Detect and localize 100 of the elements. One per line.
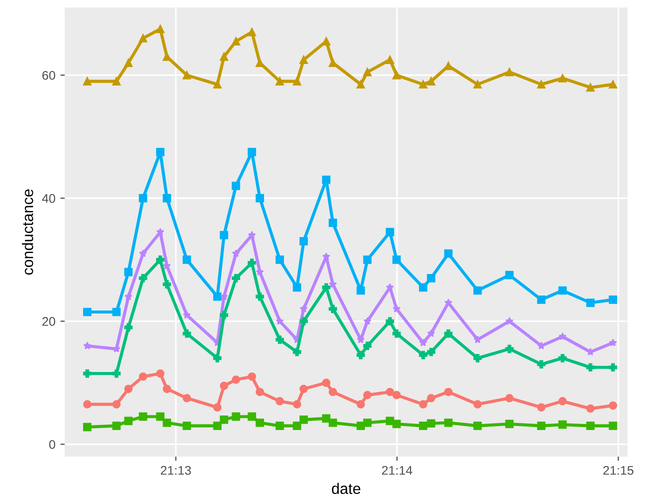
point xyxy=(112,77,121,86)
point xyxy=(328,280,337,288)
point xyxy=(363,68,372,76)
point xyxy=(322,378,330,387)
point xyxy=(112,422,121,430)
y-tick-label: 60 xyxy=(42,70,56,80)
point xyxy=(608,401,618,410)
point xyxy=(112,400,121,408)
point xyxy=(213,292,222,301)
point xyxy=(256,418,264,427)
point xyxy=(558,354,567,362)
point xyxy=(220,382,228,390)
point xyxy=(505,317,514,325)
point xyxy=(558,397,567,406)
point xyxy=(473,354,482,362)
point xyxy=(322,283,330,292)
point xyxy=(328,304,338,314)
point xyxy=(83,77,92,86)
point xyxy=(112,308,121,316)
point xyxy=(363,390,372,400)
point xyxy=(363,317,372,325)
point xyxy=(162,194,172,202)
point xyxy=(182,394,192,402)
point xyxy=(608,80,618,89)
point xyxy=(232,182,240,190)
point xyxy=(112,369,121,378)
point xyxy=(356,422,365,430)
point xyxy=(292,283,302,292)
point xyxy=(124,268,133,276)
point xyxy=(505,344,514,354)
point xyxy=(232,274,240,282)
point xyxy=(386,228,394,236)
point xyxy=(363,256,372,264)
point xyxy=(444,249,453,258)
point xyxy=(292,348,302,356)
point xyxy=(418,80,428,89)
point xyxy=(213,403,222,412)
point xyxy=(328,218,338,227)
point xyxy=(473,286,482,295)
point xyxy=(220,52,228,61)
point xyxy=(392,256,401,264)
point xyxy=(426,419,436,428)
point xyxy=(537,403,546,412)
point xyxy=(537,80,546,89)
point xyxy=(138,34,148,42)
point xyxy=(248,28,256,36)
point xyxy=(427,329,436,338)
point xyxy=(363,418,372,427)
point xyxy=(299,384,308,394)
point xyxy=(444,329,453,338)
point xyxy=(392,304,401,312)
point xyxy=(356,400,365,408)
point xyxy=(162,262,171,270)
point xyxy=(586,422,595,430)
point xyxy=(299,317,308,326)
point xyxy=(586,363,595,372)
point xyxy=(248,148,256,156)
y-tick-label: 20 xyxy=(42,317,56,326)
point xyxy=(537,360,546,368)
point xyxy=(474,336,482,344)
point xyxy=(386,283,394,291)
point xyxy=(418,422,428,430)
point xyxy=(558,74,567,82)
point xyxy=(322,252,330,260)
point xyxy=(256,292,264,301)
y-tick-label: 40 xyxy=(42,194,56,203)
point xyxy=(608,296,618,304)
point xyxy=(586,348,594,356)
point xyxy=(182,422,192,430)
point xyxy=(156,412,164,421)
point xyxy=(256,268,264,276)
point xyxy=(299,416,308,424)
point xyxy=(248,230,256,239)
point xyxy=(558,286,567,295)
point xyxy=(83,369,92,378)
x-tick-label: 21:15 xyxy=(603,466,634,475)
point xyxy=(220,230,228,240)
x-tick-label: 21:14 xyxy=(382,466,412,475)
point xyxy=(608,338,617,346)
point xyxy=(124,292,132,300)
point xyxy=(124,323,133,332)
point xyxy=(232,37,240,46)
point xyxy=(292,422,302,430)
point xyxy=(392,390,401,400)
point xyxy=(608,422,618,430)
point xyxy=(292,400,302,408)
point xyxy=(608,363,618,372)
point xyxy=(392,420,401,428)
y-axis-title: conductance xyxy=(22,189,34,275)
point xyxy=(473,422,482,430)
point xyxy=(537,422,546,430)
point xyxy=(558,420,567,429)
point xyxy=(156,24,164,34)
point xyxy=(139,249,148,258)
point xyxy=(182,256,192,264)
point xyxy=(386,416,394,426)
point xyxy=(248,412,256,421)
x-tick-label: 21:13 xyxy=(160,466,191,475)
point xyxy=(444,418,453,427)
point xyxy=(232,376,240,384)
